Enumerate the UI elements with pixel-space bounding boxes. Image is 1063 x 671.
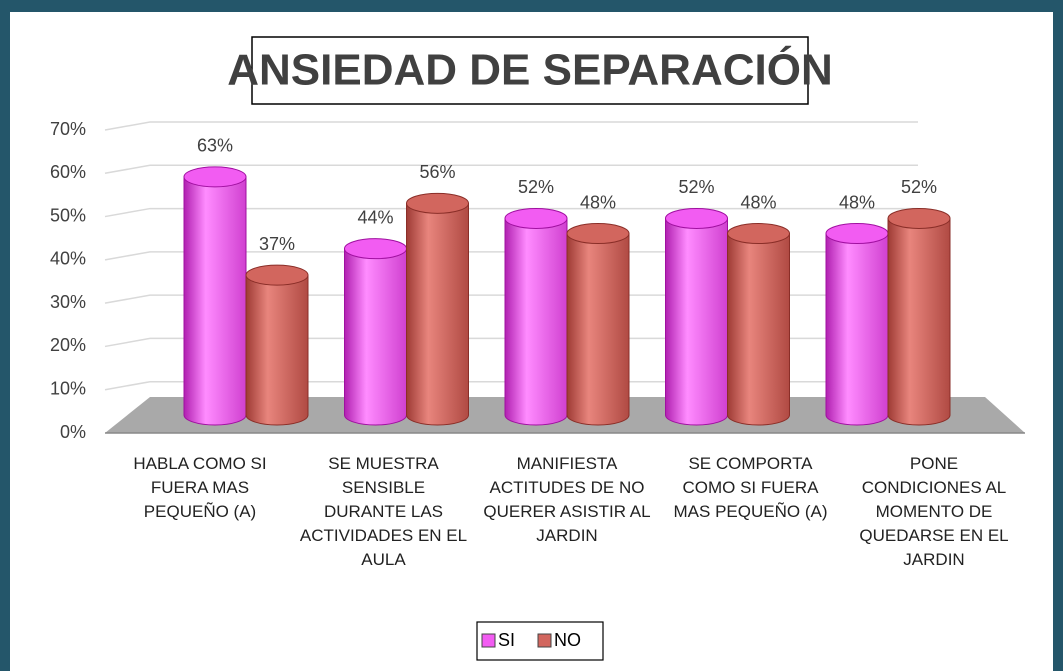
cylinder-part (344, 238, 407, 260)
y-tick-label: 0% (60, 422, 86, 442)
grid-line (104, 380, 918, 391)
cylinder (245, 264, 309, 426)
x-tick-label: MANIFIESTA ACTITUDES DE NO QUERER ASISTI… (483, 454, 651, 545)
cylinder (887, 207, 951, 426)
cylinder (665, 207, 728, 426)
title-box (251, 36, 809, 105)
cylinder-part (665, 207, 728, 229)
x-tick-label: PONE CONDICIONES AL MOMENTO DE QUEDARSE … (859, 454, 1009, 569)
y-tick-label: 30% (50, 292, 86, 312)
cylinder-part (566, 223, 630, 245)
cylinder (183, 166, 247, 426)
x-tick-label: SE COMPORTA COMO SI FUERA MAS PEQUEÑO (A… (673, 454, 828, 521)
x-tick-label: HABLA COMO SI FUERA MAS PEQUEÑO (A) (133, 454, 267, 521)
cylinder-part (183, 166, 247, 188)
grid-line (104, 121, 918, 131)
y-tick-label: 20% (50, 335, 86, 355)
legend-label: SI (498, 630, 515, 650)
data-label: 52% (901, 177, 937, 197)
cylinder-part (183, 176, 247, 426)
x-tick-label: SE MUESTRA SENSIBLE DURANTE LAS ACTIVIDA… (299, 454, 468, 569)
grid-line (104, 337, 918, 348)
cylinder-part (504, 207, 568, 229)
cylinder-part (727, 223, 790, 245)
cylinder-part (344, 248, 407, 426)
cylinder-part (825, 223, 889, 245)
cylinder-part (566, 233, 630, 426)
cylinder (566, 223, 630, 426)
cylinder (504, 207, 568, 426)
cylinder (406, 192, 469, 426)
cylinder-part (245, 264, 309, 286)
grid-line (104, 251, 918, 261)
cylinder-part (727, 233, 790, 426)
grid-line (104, 207, 918, 218)
cylinder-part (887, 217, 951, 426)
y-tick-label: 10% (50, 378, 86, 398)
cylinder-part (245, 274, 309, 426)
cylinder-part (406, 192, 469, 214)
grid-line (104, 294, 918, 304)
chart-title: ANSIEDAD DE SEPARACIÓN (227, 45, 832, 95)
cylinder (727, 223, 790, 426)
cylinder-part (887, 207, 951, 229)
data-label: 48% (839, 192, 875, 212)
data-label: 52% (678, 177, 714, 197)
cylinder (344, 238, 407, 426)
data-label: 37% (259, 234, 295, 254)
y-tick-label: 40% (50, 249, 86, 269)
cylinder-part (825, 233, 889, 426)
grid-line (104, 164, 918, 175)
data-label: 48% (740, 192, 776, 212)
data-label: 56% (419, 162, 455, 182)
legend-swatch (537, 633, 552, 648)
y-tick-label: 60% (50, 162, 86, 182)
cylinder-part (406, 202, 469, 426)
legend-label: NO (554, 630, 581, 650)
legend-swatch (481, 633, 496, 648)
y-tick-label: 70% (50, 119, 86, 139)
y-tick-label: 50% (50, 205, 86, 225)
cylinder-part (665, 217, 728, 426)
data-label: 63% (197, 136, 233, 156)
data-label: 52% (518, 177, 554, 197)
cylinder-part (504, 217, 568, 426)
data-label: 48% (580, 192, 616, 212)
cylinder (825, 223, 889, 426)
data-label: 44% (357, 207, 393, 227)
